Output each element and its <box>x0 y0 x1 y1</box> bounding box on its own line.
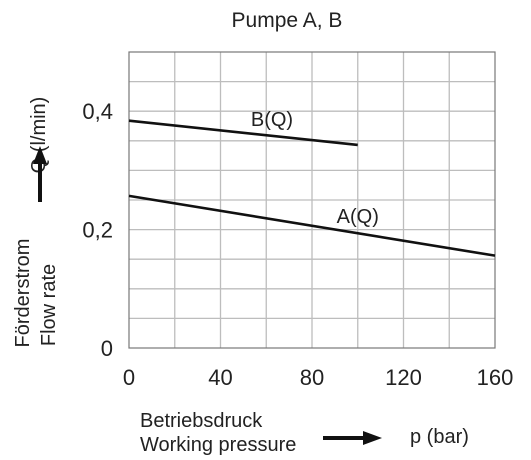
chart-title: Pumpe A, B <box>232 9 343 32</box>
y-axis-label-de: Förderstrom <box>12 239 34 348</box>
x-tick-labels: 0 40 80 120 160 <box>123 365 513 390</box>
series-line-aq <box>128 194 496 257</box>
plot-frame <box>128 51 496 349</box>
series-label-aq: A(Q) <box>337 206 379 228</box>
series-label-bq: B(Q) <box>251 109 293 131</box>
x-axis-label-en: Working pressure <box>140 434 296 456</box>
x-axis-label-de: Betriebsdruck <box>140 410 263 432</box>
grid <box>129 52 495 348</box>
series-layer: B(Q) A(Q) <box>128 109 496 257</box>
x-tick-label: 120 <box>385 365 422 390</box>
y-axis-unit: Q (l/min) <box>28 97 50 174</box>
y-tick-labels: 0 0,2 0,4 <box>82 99 113 361</box>
y-axis-label-en: Flow rate <box>38 264 60 346</box>
y-tick-label: 0,4 <box>82 99 113 124</box>
y-tick-label: 0,2 <box>82 218 113 243</box>
x-tick-label: 80 <box>300 365 324 390</box>
y-axis-arrow <box>33 146 47 202</box>
series-line-bq <box>128 119 358 147</box>
x-axis-unit: p (bar) <box>410 426 469 448</box>
x-axis-arrow <box>323 431 382 445</box>
y-tick-label: 0 <box>101 336 113 361</box>
x-tick-label: 40 <box>208 365 232 390</box>
x-tick-label: 0 <box>123 365 135 390</box>
x-tick-label: 160 <box>477 365 514 390</box>
